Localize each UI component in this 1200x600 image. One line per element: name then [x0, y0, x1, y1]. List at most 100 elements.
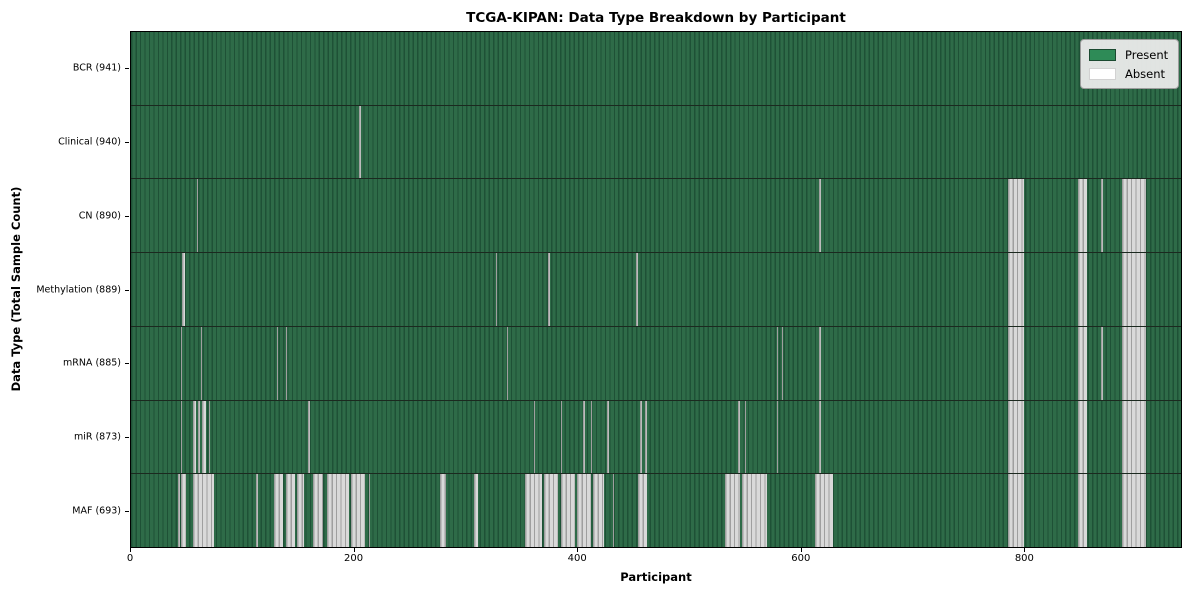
absent-segment [358, 105, 361, 179]
absent-segment [639, 400, 643, 474]
absent-segment [1008, 474, 1024, 548]
y-tick-label: miR (873) [73, 431, 121, 443]
absent-segment [819, 179, 821, 253]
absent-segment [1121, 326, 1147, 400]
absent-segment [1121, 253, 1147, 326]
absent-segment [1100, 179, 1103, 253]
absent-segment [196, 179, 199, 253]
y-tick-mark [125, 141, 129, 143]
y-tick-mark [125, 437, 129, 439]
absent-segment [177, 474, 181, 548]
absent-segment [1008, 179, 1024, 253]
absent-segment [181, 474, 186, 548]
absent-segment [548, 253, 550, 326]
legend-swatch-absent [1089, 67, 1116, 80]
heatmap-row-methylation [131, 253, 1181, 327]
absent-segment [815, 474, 833, 548]
absent-segment [592, 474, 605, 548]
y-tick-label: Clinical (940) [58, 136, 121, 148]
x-tick-mark [800, 548, 802, 552]
x-tick-label: 0 [126, 553, 134, 564]
absent-segment [368, 474, 370, 548]
absent-segment [1078, 179, 1088, 253]
absent-segment [1078, 400, 1088, 474]
y-tick-label: Methylation (889) [36, 284, 121, 295]
y-tick-mark [125, 363, 129, 365]
absent-segment [197, 400, 201, 474]
absent-segment [560, 400, 562, 474]
absent-segment [1100, 326, 1103, 400]
absent-segment [286, 326, 288, 400]
y-tick-label: mRNA (885) [62, 357, 121, 369]
legend-item-absent: Absent [1089, 64, 1168, 83]
heatmap-row-maf [131, 474, 1181, 548]
absent-segment [473, 474, 478, 548]
absent-segment [543, 474, 559, 548]
absent-segment [495, 253, 498, 326]
absent-segment [297, 474, 304, 548]
absent-segment [636, 253, 638, 326]
absent-segment [181, 326, 183, 400]
absent-segment [819, 326, 821, 400]
x-tick-mark [577, 548, 579, 552]
y-tick-mark [125, 215, 129, 217]
heatmap-row-bcr [131, 32, 1181, 106]
absent-segment [724, 474, 741, 548]
legend-label-absent: Absent [1125, 66, 1166, 81]
x-tick-label: 200 [344, 553, 364, 564]
y-tick-mark [125, 289, 129, 291]
absent-segment [255, 474, 259, 548]
absent-segment [202, 400, 206, 474]
x-tick-mark [353, 548, 355, 552]
absent-segment [507, 326, 509, 400]
legend-label-present: Present [1125, 47, 1169, 62]
x-axis-title: Participant [620, 570, 692, 584]
absent-segment [193, 474, 214, 548]
absent-segment [524, 474, 542, 548]
y-tick-label: CN (890) [78, 210, 121, 222]
y-tick-mark [125, 511, 129, 513]
x-tick-label: 400 [567, 553, 587, 564]
y-tick-mark [125, 67, 129, 69]
absent-segment [577, 474, 591, 548]
absent-segment [277, 326, 279, 400]
x-tick-label: 800 [1014, 553, 1034, 564]
heatmap-row-cn [131, 179, 1181, 254]
legend: Present Absent [1080, 39, 1180, 89]
absent-segment [209, 400, 211, 474]
absent-segment [607, 400, 609, 474]
legend-swatch-present [1089, 48, 1116, 61]
absent-segment [582, 400, 586, 474]
absent-segment [1008, 400, 1024, 474]
absent-segment [1078, 474, 1088, 548]
absent-segment [645, 400, 647, 474]
x-tick-label: 600 [791, 553, 811, 564]
absent-segment [181, 400, 183, 474]
absent-segment [327, 474, 349, 548]
absent-segment [286, 474, 296, 548]
absent-segment [777, 400, 779, 474]
x-tick-mark [1024, 548, 1026, 552]
heatmap-row-mir [131, 400, 1181, 475]
absent-segment [182, 253, 185, 326]
absent-segment [781, 326, 783, 400]
absent-segment [742, 474, 768, 548]
x-tick-mark [130, 548, 131, 552]
absent-segment [201, 326, 203, 400]
absent-segment [637, 474, 647, 548]
heatmap-row-mrna [131, 326, 1181, 401]
absent-segment [312, 474, 323, 548]
absent-segment [440, 474, 446, 548]
absent-segment [273, 474, 283, 548]
absent-segment [350, 474, 366, 548]
absent-segment [777, 326, 779, 400]
absent-segment [590, 400, 592, 474]
absent-segment [193, 400, 196, 474]
plot-area [130, 31, 1182, 548]
absent-segment [1121, 179, 1147, 253]
legend-item-present: Present [1089, 45, 1168, 64]
absent-segment [1078, 326, 1088, 400]
absent-segment [744, 400, 746, 474]
absent-segment [613, 474, 615, 548]
